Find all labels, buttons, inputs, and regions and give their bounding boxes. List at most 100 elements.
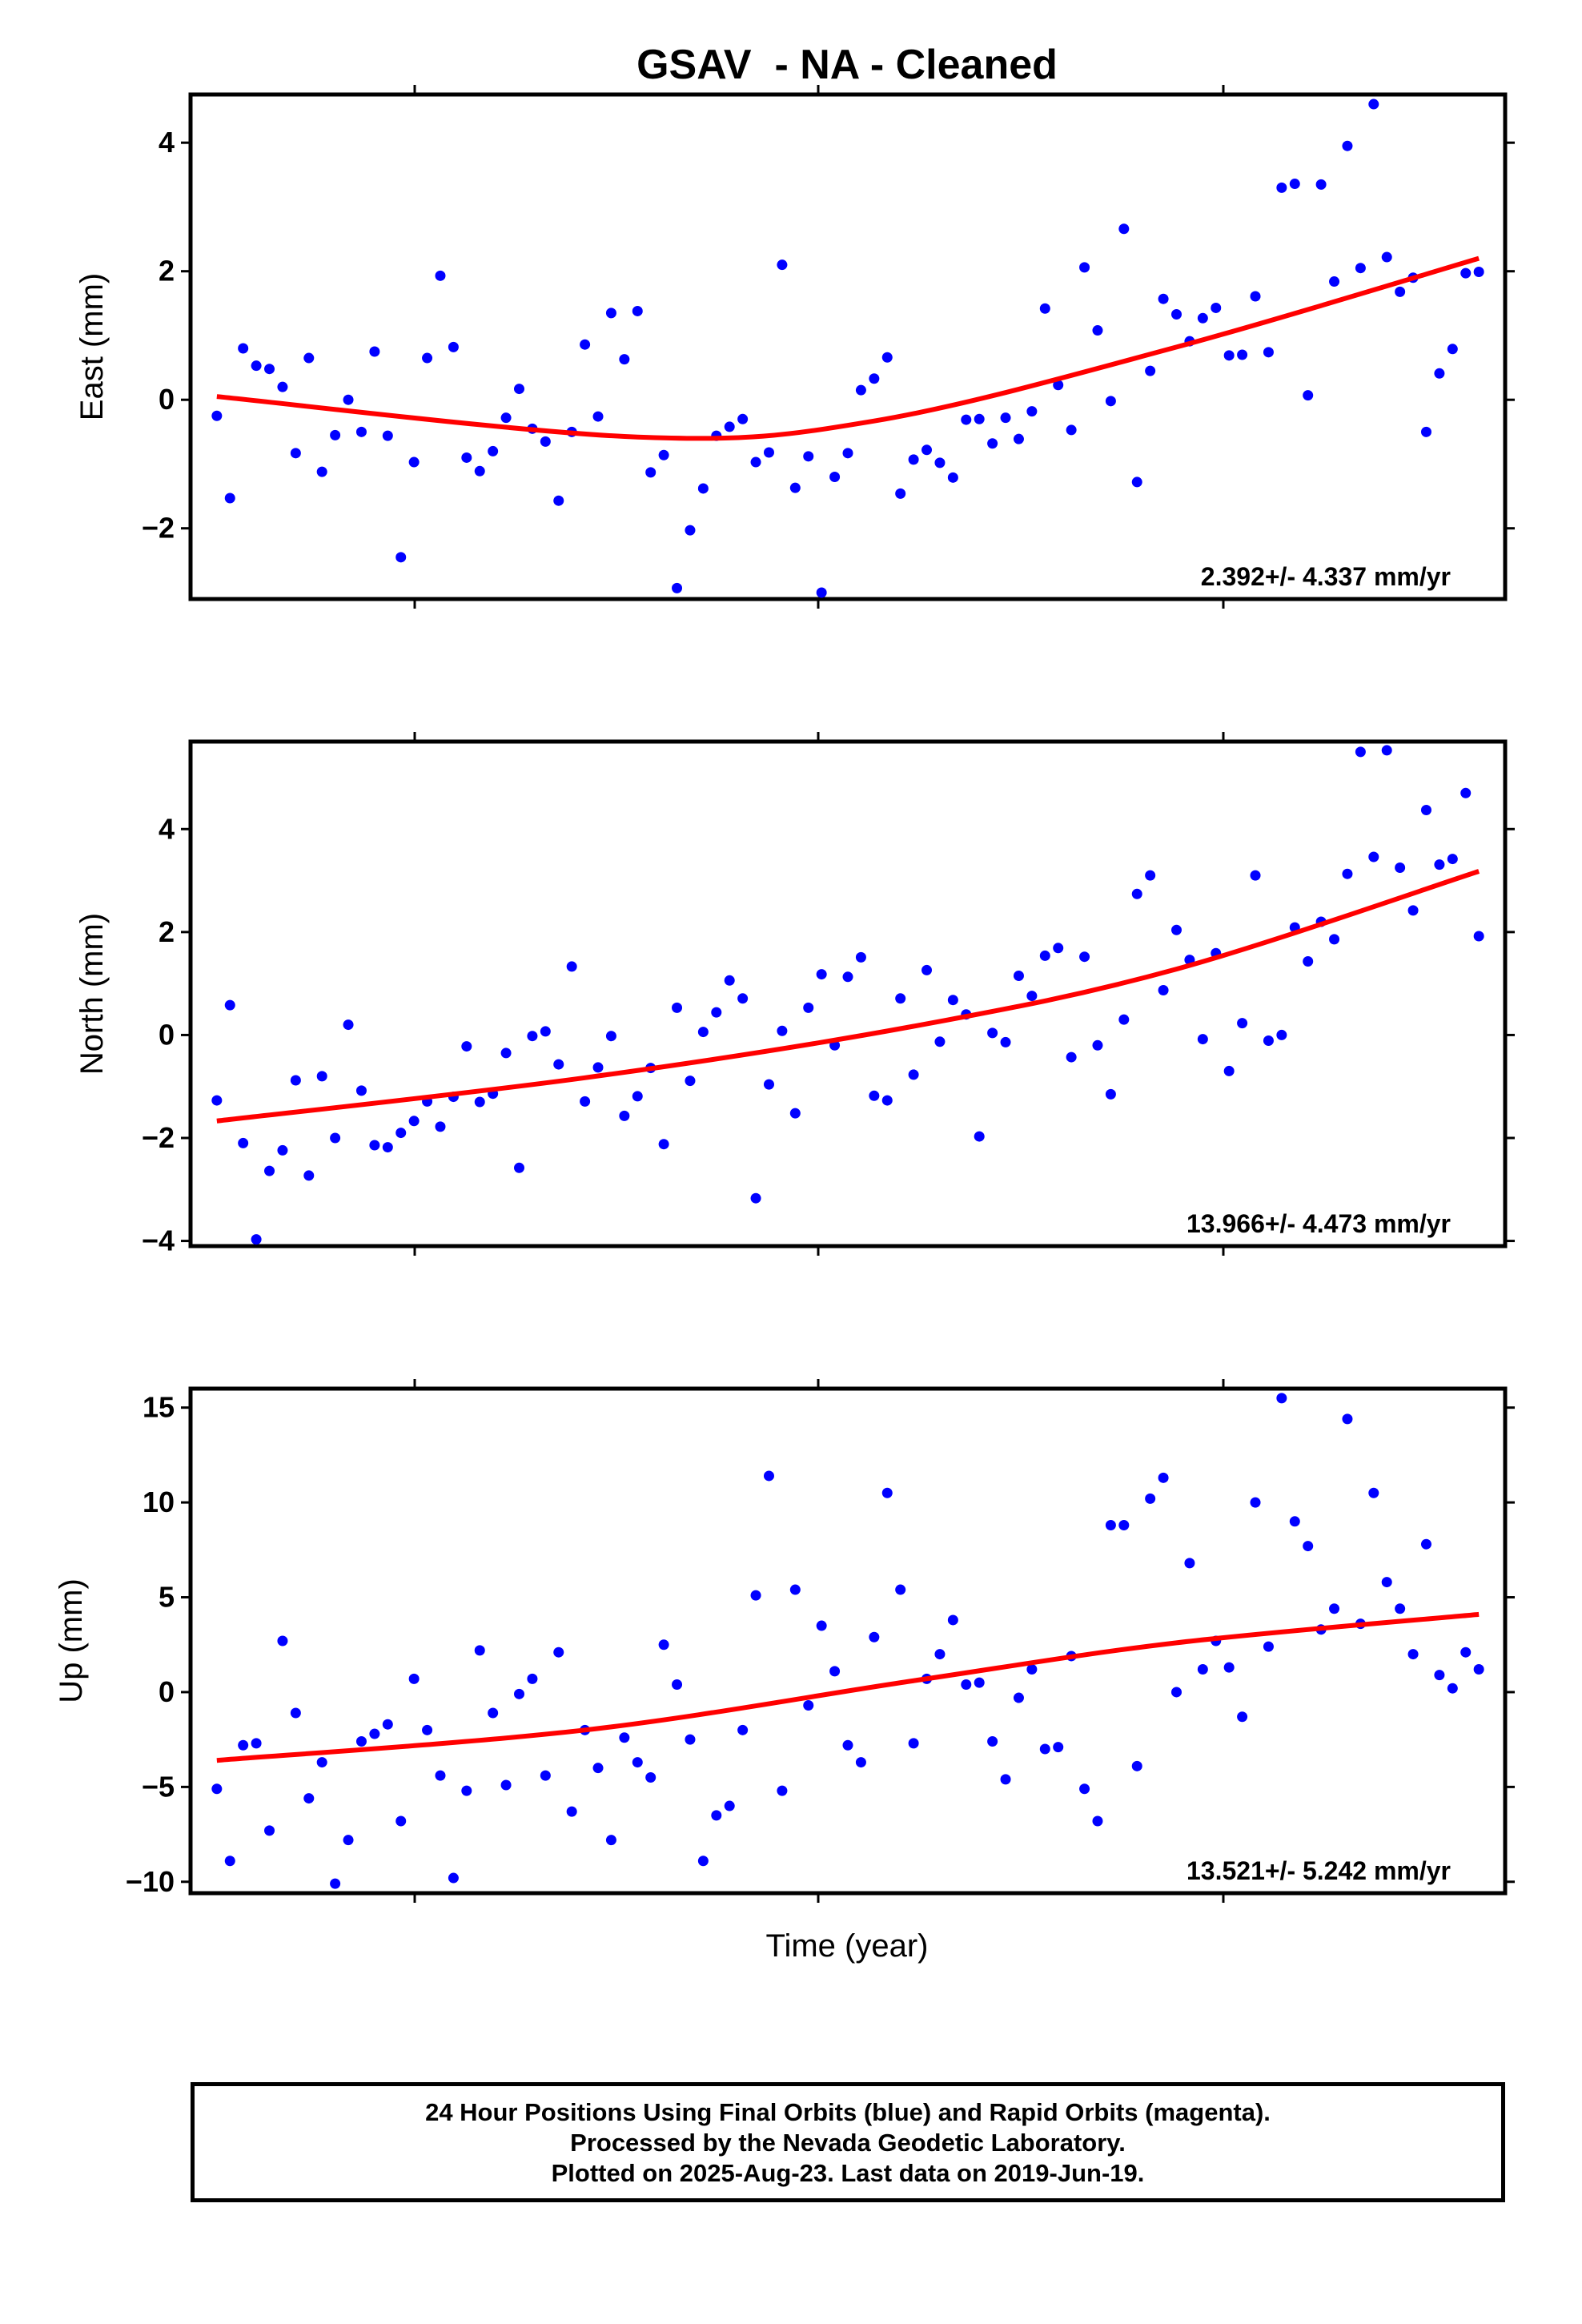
north-data-point [869,1090,880,1101]
up-data-point [605,1835,616,1846]
up-data-point [672,1679,683,1690]
north-data-point [881,1095,893,1106]
north-data-point [763,1079,774,1090]
north-data-point [1131,888,1142,899]
panel-north-rate: 13.966+/- 4.473 mm/yr [1186,1209,1451,1238]
up-data-point [1039,1743,1050,1755]
up-data-point [1303,1541,1314,1552]
east-data-point [685,525,696,536]
east-data-point [697,483,709,494]
north-data-point [1303,956,1314,967]
east-data-point [474,465,485,476]
up-data-point [330,1878,341,1889]
north-data-point [1118,1014,1130,1025]
north-data-point [396,1128,407,1139]
north-data-point [789,1108,801,1119]
up-data-point [777,1785,788,1796]
up-data-point [211,1783,223,1795]
north-data-point [1473,931,1484,942]
north-data-point [724,975,735,986]
east-data-point [855,384,866,396]
up-data-point [789,1584,801,1595]
east-data-point [1211,302,1222,313]
east-data-point [1289,179,1300,190]
up-data-point [1473,1664,1484,1675]
north-data-point [605,1031,616,1042]
footer-line-2: Processed by the Nevada Geodetic Laborat… [570,2129,1126,2157]
footer-line-3: Plotted on 2025-Aug-23. Last data on 201… [551,2159,1145,2187]
up-data-point [290,1707,301,1719]
north-data-point [777,1025,788,1036]
east-data-point [1395,286,1406,297]
east-data-point [1145,365,1156,376]
north-data-point [461,1041,472,1052]
panel-north-fit-line [216,869,1480,1124]
east-data-point [1315,179,1327,190]
up-data-point [881,1487,893,1498]
up-data-point [1434,1670,1445,1681]
east-data-point [580,339,591,350]
north-data-point [816,969,827,980]
panel-north-frame [188,739,1508,1248]
north-data-point [1105,1088,1116,1100]
up-data-point [1079,1783,1090,1795]
up-data-point [264,1825,275,1836]
east-data-point [1342,140,1353,151]
north-data-point [658,1139,669,1150]
north-data-point [553,1059,564,1070]
panel-up: 15 10 5 0 −5 −10 Up (mm) 13.521+/- 5.242 mm/y… [54,1379,1515,1903]
north-data-point [1329,934,1340,945]
east-data-point [829,472,841,483]
up-data-point [685,1734,696,1745]
north-data-point [238,1137,249,1148]
north-data-point [1276,1029,1287,1040]
north-data-point [1407,905,1419,916]
north-data-point [1145,870,1156,881]
east-data-point [750,456,761,468]
up-data-point [1395,1603,1406,1614]
up-data-point [1460,1647,1472,1658]
north-data-point [408,1116,420,1127]
east-data-point [303,352,315,364]
north-data-point [1066,1051,1077,1063]
up-data-point [1381,1577,1392,1588]
east-data-point [343,394,354,405]
up-data-point [1342,1413,1353,1425]
east-data-point [908,454,919,465]
up-data-point [488,1707,499,1719]
east-data-point [1000,412,1011,424]
north-data-point [697,1027,709,1038]
y-tick-label: 10 [143,1486,175,1518]
up-data-point [369,1728,380,1739]
up-data-point [947,1614,958,1626]
up-data-point [697,1856,709,1867]
up-data-point [1171,1687,1182,1698]
east-data-point [803,451,814,462]
panel-east-frame [188,92,1508,601]
up-data-point [592,1763,604,1774]
north-data-point [1013,971,1024,981]
north-data-point [1000,1036,1011,1047]
up-data-point [869,1631,880,1642]
panel-east-rate: 2.392+/- 4.337 mm/yr [1201,562,1451,591]
east-data-point [251,360,262,372]
up-data-point [1407,1649,1419,1660]
east-data-point [488,445,499,456]
north-data-point [908,1069,919,1080]
panel-east: 4 2 0 −2 East (mm) 2.392+/- 4.337 mm/yr [74,85,1515,609]
north-data-point [1053,943,1064,954]
up-data-point [1053,1742,1064,1753]
north-data-point [277,1144,288,1156]
up-data-point [422,1724,433,1735]
east-data-point [658,449,669,460]
north-data-point [316,1071,327,1082]
north-data-point [343,1019,354,1031]
north-data-point [921,964,933,975]
east-data-point [842,448,853,459]
up-data-point [382,1719,393,1730]
east-data-point [461,452,472,463]
east-data-point [789,482,801,493]
panel-up-points [211,1393,1484,1889]
east-data-point [1263,347,1274,358]
